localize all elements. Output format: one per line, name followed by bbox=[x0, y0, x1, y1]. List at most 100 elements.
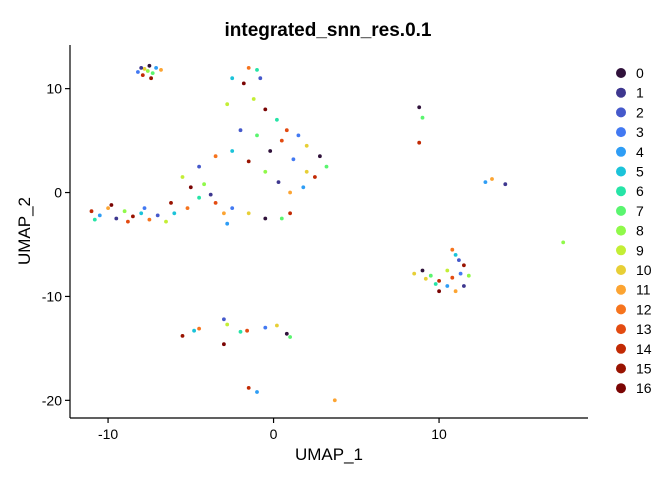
data-point bbox=[180, 175, 185, 179]
data-point bbox=[301, 185, 306, 190]
data-point bbox=[241, 81, 246, 86]
legend-label: 6 bbox=[636, 183, 644, 199]
data-point bbox=[453, 253, 458, 257]
data-point bbox=[150, 71, 155, 75]
data-point bbox=[503, 182, 508, 187]
data-point bbox=[428, 273, 433, 278]
data-point bbox=[417, 140, 422, 145]
data-point bbox=[561, 240, 566, 245]
x-tick-label: -10 bbox=[98, 426, 118, 442]
data-point bbox=[139, 66, 144, 70]
data-point bbox=[275, 117, 279, 122]
data-point bbox=[225, 102, 230, 107]
points-layer bbox=[89, 63, 566, 403]
data-point bbox=[122, 209, 127, 214]
legend-swatch bbox=[616, 146, 626, 157]
data-point bbox=[450, 247, 455, 252]
legend-label: 13 bbox=[636, 321, 652, 337]
data-point bbox=[457, 258, 461, 262]
data-point bbox=[462, 263, 466, 268]
data-point bbox=[230, 206, 235, 211]
legend-label: 15 bbox=[636, 361, 652, 377]
data-point bbox=[458, 271, 463, 276]
data-point bbox=[225, 221, 230, 226]
data-point bbox=[466, 273, 471, 278]
data-point bbox=[136, 70, 140, 74]
data-point bbox=[126, 219, 130, 224]
data-point bbox=[145, 69, 150, 73]
data-point bbox=[246, 386, 251, 390]
data-point bbox=[159, 68, 163, 72]
data-point bbox=[462, 284, 466, 288]
chart-title: integrated_snn_res.0.1 bbox=[225, 20, 432, 41]
data-point bbox=[420, 115, 425, 120]
data-point bbox=[225, 322, 230, 327]
data-point bbox=[149, 76, 154, 81]
data-point bbox=[296, 133, 301, 138]
data-point bbox=[417, 105, 422, 110]
data-point bbox=[147, 63, 152, 68]
data-point bbox=[263, 107, 268, 112]
legend-swatch bbox=[616, 304, 626, 315]
data-point bbox=[131, 214, 135, 219]
data-point bbox=[255, 133, 259, 138]
data-point bbox=[109, 203, 114, 207]
data-point bbox=[445, 284, 450, 288]
data-point bbox=[92, 217, 97, 222]
data-point bbox=[142, 67, 147, 71]
data-point bbox=[188, 185, 193, 190]
data-point bbox=[324, 164, 329, 169]
y-tick-label: 10 bbox=[46, 81, 62, 97]
data-point bbox=[238, 329, 243, 334]
data-point bbox=[313, 175, 317, 179]
x-axis-label: UMAP_1 bbox=[295, 445, 363, 464]
legend-swatch bbox=[616, 265, 626, 275]
legend-label: 12 bbox=[636, 301, 652, 317]
legend-label: 14 bbox=[636, 341, 652, 357]
data-point bbox=[246, 66, 251, 70]
y-axis-label: UMAP_2 bbox=[15, 197, 34, 265]
data-point bbox=[284, 331, 289, 336]
y-tick-label: -10 bbox=[42, 288, 62, 304]
data-point bbox=[114, 216, 119, 221]
data-point bbox=[251, 97, 256, 101]
data-point bbox=[222, 342, 226, 347]
data-point bbox=[97, 213, 102, 218]
legend-swatch bbox=[616, 166, 626, 177]
data-point bbox=[332, 398, 337, 403]
legend-swatch bbox=[616, 245, 626, 256]
legend-label: 4 bbox=[636, 144, 644, 160]
legend-label: 9 bbox=[636, 242, 644, 258]
data-point bbox=[106, 206, 110, 211]
data-point bbox=[169, 201, 173, 205]
legend-swatch bbox=[616, 205, 626, 216]
data-point bbox=[433, 282, 438, 286]
data-point bbox=[246, 159, 251, 164]
data-point bbox=[263, 169, 268, 174]
data-point bbox=[197, 195, 202, 200]
data-point bbox=[172, 211, 177, 216]
legend-swatch bbox=[616, 127, 626, 138]
data-point bbox=[288, 211, 292, 216]
data-point bbox=[437, 289, 441, 294]
legend-label: 7 bbox=[636, 203, 644, 219]
data-point bbox=[437, 279, 441, 283]
data-point bbox=[255, 68, 259, 72]
data-point bbox=[147, 217, 152, 222]
data-point bbox=[318, 154, 322, 159]
data-point bbox=[483, 180, 488, 185]
legend-swatch bbox=[616, 225, 626, 236]
data-point bbox=[288, 335, 292, 339]
data-point bbox=[423, 276, 428, 281]
data-point bbox=[450, 275, 455, 280]
data-point bbox=[245, 328, 250, 333]
legend-swatch bbox=[616, 107, 626, 118]
legend-label: 0 bbox=[636, 65, 644, 81]
data-point bbox=[164, 219, 168, 224]
data-point bbox=[453, 289, 458, 294]
legend-swatch bbox=[616, 186, 626, 197]
data-point bbox=[213, 201, 218, 205]
data-point bbox=[284, 128, 289, 133]
